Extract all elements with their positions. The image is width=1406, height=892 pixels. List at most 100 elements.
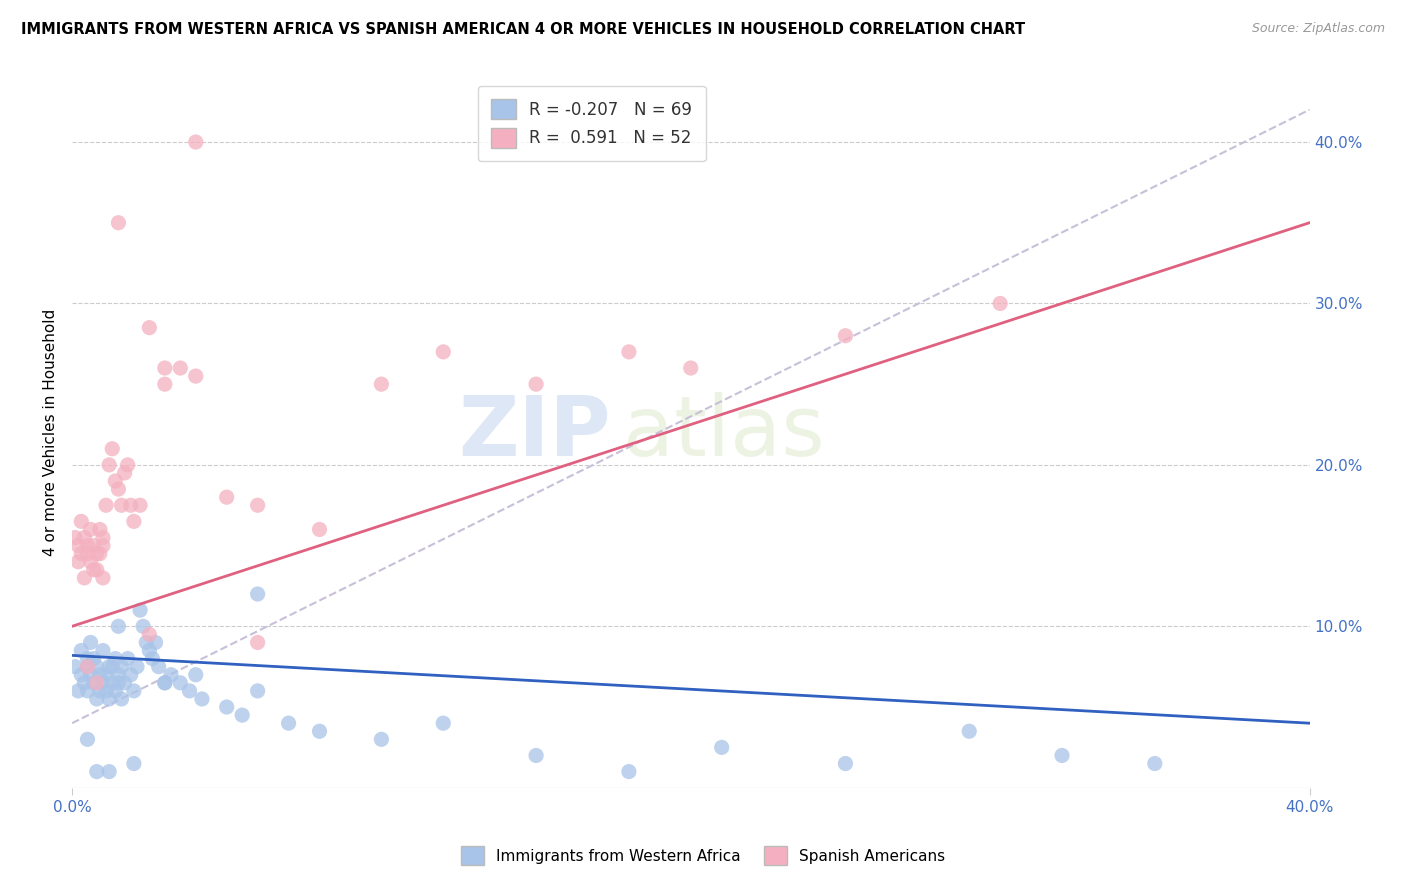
- Point: [710, 740, 733, 755]
- Point: [138, 643, 160, 657]
- Point: [70, 515, 93, 529]
- Point: [91, 531, 114, 545]
- Point: [184, 667, 207, 681]
- Point: [114, 466, 136, 480]
- Point: [524, 748, 547, 763]
- Point: [246, 587, 269, 601]
- Point: [141, 651, 163, 665]
- Point: [76, 539, 98, 553]
- Point: [83, 651, 105, 665]
- Point: [169, 361, 191, 376]
- Point: [231, 708, 253, 723]
- Point: [160, 667, 183, 681]
- Point: [86, 675, 108, 690]
- Point: [91, 571, 114, 585]
- Point: [122, 684, 145, 698]
- Point: [70, 643, 93, 657]
- Point: [184, 369, 207, 384]
- Point: [76, 659, 98, 673]
- Point: [246, 498, 269, 512]
- Point: [63, 531, 86, 545]
- Point: [129, 603, 152, 617]
- Point: [107, 667, 129, 681]
- Point: [70, 667, 93, 681]
- Point: [76, 684, 98, 698]
- Point: [89, 523, 111, 537]
- Point: [67, 684, 90, 698]
- Point: [70, 547, 93, 561]
- Text: IMMIGRANTS FROM WESTERN AFRICA VS SPANISH AMERICAN 4 OR MORE VEHICLES IN HOUSEHO: IMMIGRANTS FROM WESTERN AFRICA VS SPANIS…: [21, 22, 1025, 37]
- Point: [215, 490, 238, 504]
- Point: [834, 328, 856, 343]
- Point: [679, 361, 702, 376]
- Point: [104, 474, 127, 488]
- Point: [91, 643, 114, 657]
- Point: [145, 635, 167, 649]
- Point: [957, 724, 980, 739]
- Point: [79, 523, 101, 537]
- Point: [117, 651, 139, 665]
- Point: [153, 675, 176, 690]
- Point: [132, 619, 155, 633]
- Point: [79, 635, 101, 649]
- Point: [98, 458, 121, 472]
- Point: [73, 531, 96, 545]
- Point: [114, 675, 136, 690]
- Point: [104, 684, 127, 698]
- Legend: R = -0.207   N = 69, R =  0.591   N = 52: R = -0.207 N = 69, R = 0.591 N = 52: [478, 86, 706, 161]
- Point: [83, 563, 105, 577]
- Point: [988, 296, 1011, 310]
- Point: [76, 659, 98, 673]
- Point: [86, 764, 108, 779]
- Point: [129, 498, 152, 512]
- Point: [834, 756, 856, 771]
- Point: [308, 724, 330, 739]
- Point: [63, 659, 86, 673]
- Point: [308, 523, 330, 537]
- Point: [104, 651, 127, 665]
- Point: [107, 216, 129, 230]
- Point: [370, 377, 392, 392]
- Point: [79, 667, 101, 681]
- Point: [101, 442, 124, 456]
- Point: [107, 482, 129, 496]
- Point: [94, 667, 117, 681]
- Point: [107, 675, 129, 690]
- Point: [89, 684, 111, 698]
- Point: [125, 659, 148, 673]
- Point: [169, 675, 191, 690]
- Text: Source: ZipAtlas.com: Source: ZipAtlas.com: [1251, 22, 1385, 36]
- Point: [246, 684, 269, 698]
- Point: [215, 700, 238, 714]
- Point: [94, 498, 117, 512]
- Point: [148, 659, 170, 673]
- Point: [83, 539, 105, 553]
- Point: [83, 675, 105, 690]
- Text: atlas: atlas: [623, 392, 824, 473]
- Point: [76, 732, 98, 747]
- Point: [89, 547, 111, 561]
- Point: [110, 659, 132, 673]
- Point: [98, 692, 121, 706]
- Point: [432, 344, 454, 359]
- Point: [79, 555, 101, 569]
- Point: [153, 361, 176, 376]
- Point: [89, 667, 111, 681]
- Point: [91, 675, 114, 690]
- Text: ZIP: ZIP: [458, 392, 610, 473]
- Point: [73, 571, 96, 585]
- Point: [86, 547, 108, 561]
- Point: [110, 498, 132, 512]
- Point: [98, 764, 121, 779]
- Point: [91, 539, 114, 553]
- Point: [107, 619, 129, 633]
- Point: [101, 659, 124, 673]
- Point: [184, 135, 207, 149]
- Point: [617, 344, 640, 359]
- Point: [370, 732, 392, 747]
- Point: [524, 377, 547, 392]
- Point: [191, 692, 214, 706]
- Legend: Immigrants from Western Africa, Spanish Americans: Immigrants from Western Africa, Spanish …: [456, 840, 950, 871]
- Point: [138, 320, 160, 334]
- Point: [101, 675, 124, 690]
